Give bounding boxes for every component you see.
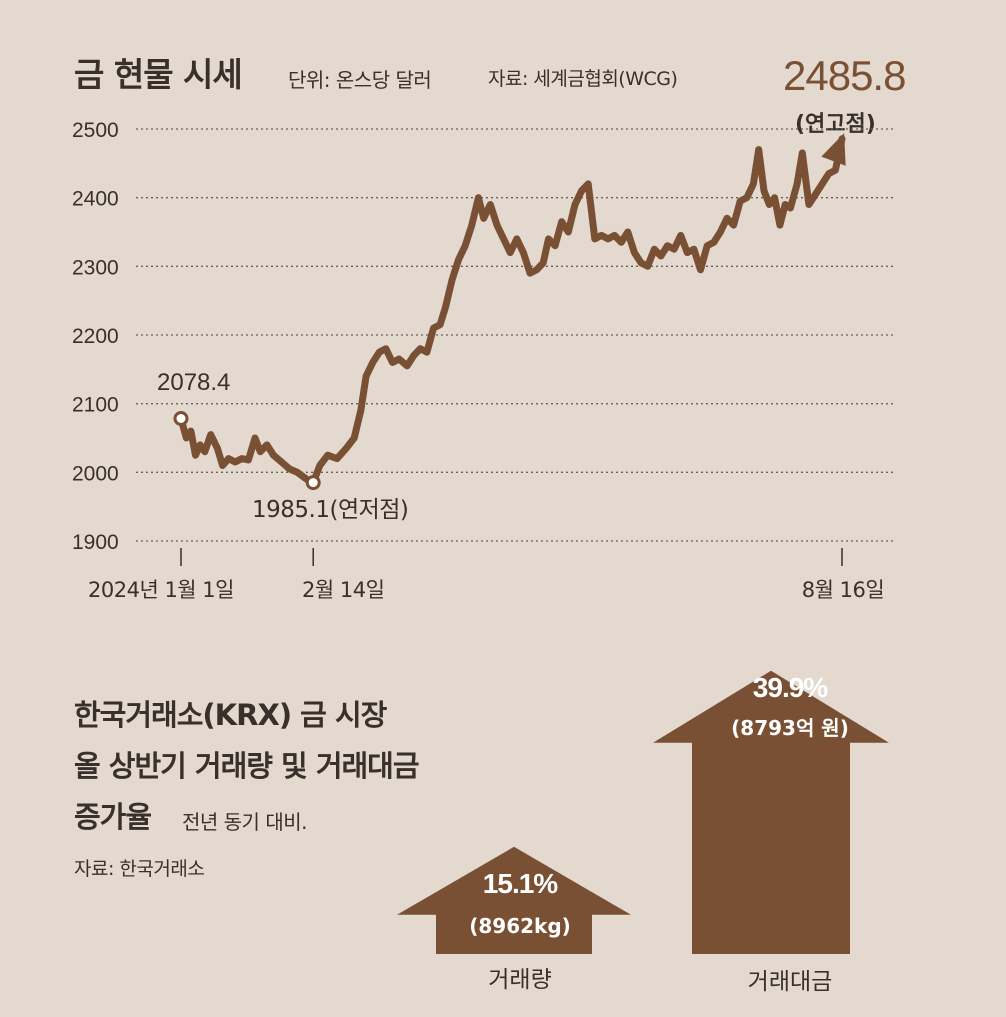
- x-tick-label-2: 8월 16일: [802, 578, 884, 602]
- y-axis-tick-labels: 2500 2400 2300 2200 2100 2000 1900: [72, 119, 119, 554]
- section2-title-line1: 한국거래소(KRX) 금 시장: [74, 698, 387, 732]
- chart-annotations: 2078.4 1985.1(연저점): [157, 369, 409, 523]
- chart-title: 금 현물 시세: [74, 55, 243, 94]
- line-arrowhead: [821, 133, 846, 166]
- value-amount-label: (8793억 원): [731, 716, 849, 740]
- value-percent-label: 39.9%: [752, 672, 828, 703]
- peak-note-label: (연고점): [795, 112, 876, 137]
- y-tick-label-1900: 1900: [72, 531, 119, 554]
- low-point-marker: [305, 475, 321, 491]
- start-point-marker: [173, 410, 189, 426]
- volume-percent-label: 15.1%: [482, 868, 558, 899]
- section2-title-line3: 증가율: [74, 800, 152, 834]
- source-label: 자료: 세계금협회(WCG): [488, 68, 678, 90]
- section2-title-line2: 올 상반기 거래량 및 거래대금: [74, 749, 420, 783]
- y-tick-label-2100: 2100: [72, 394, 119, 417]
- peak-value-label: 2485.8: [783, 52, 906, 99]
- volume-category-label: 거래량: [488, 967, 552, 993]
- price-line: [177, 135, 846, 487]
- y-tick-label-2000: 2000: [72, 462, 119, 485]
- unit-label: 단위: 온스당 달러: [288, 68, 432, 92]
- section2-basis-note: 전년 동기 대비.: [182, 810, 307, 834]
- low-value-label: 1985.1(연저점): [252, 497, 408, 523]
- x-axis-ticks: 2024년 1월 1일 2월 14일 8월 16일: [88, 548, 885, 602]
- growth-arrow-거래량: [397, 846, 631, 954]
- growth-arrows: [397, 670, 889, 954]
- gridlines: [136, 128, 893, 542]
- x-tick-label-0: 2024년 1월 1일: [88, 578, 234, 602]
- growth-arrow-거래대금: [653, 670, 889, 954]
- point-markers: [173, 410, 321, 491]
- y-tick-label-2300: 2300: [72, 256, 119, 279]
- volume-amount-label: (8962kg): [469, 914, 571, 938]
- section2-source: 자료: 한국거래소: [74, 858, 205, 880]
- start-value-label: 2078.4: [157, 369, 230, 396]
- value-category-label: 거래대금: [747, 969, 833, 995]
- y-tick-label-2200: 2200: [72, 325, 119, 348]
- x-tick-label-1: 2월 14일: [302, 578, 384, 602]
- y-tick-label-2400: 2400: [72, 188, 119, 211]
- price-line-series: [177, 133, 846, 487]
- y-tick-label-2500: 2500: [72, 119, 119, 142]
